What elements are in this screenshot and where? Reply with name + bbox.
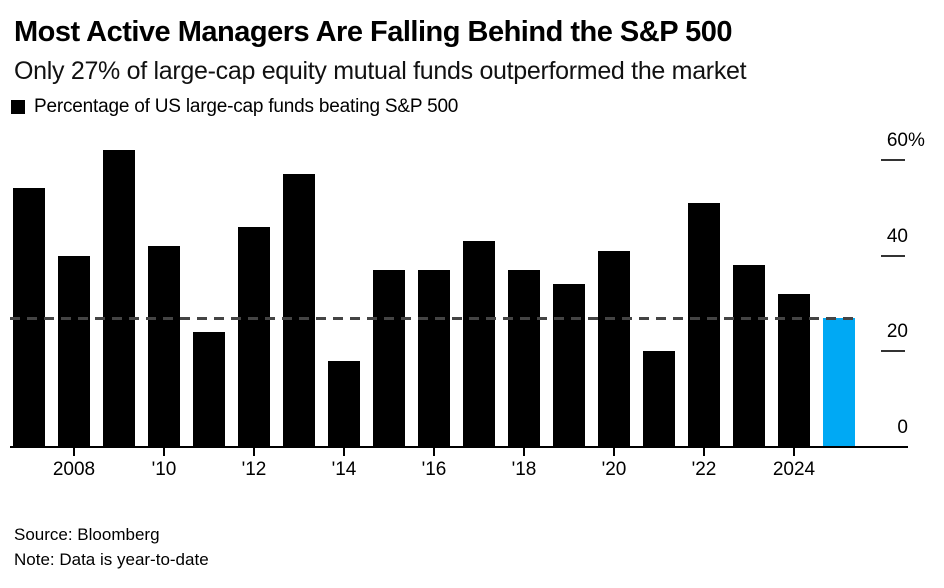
x-tick-label-2024: 2024	[772, 459, 816, 480]
bar-2008	[58, 255, 90, 447]
y-tick-label-60: 60%	[886, 129, 925, 151]
bar-2017	[463, 241, 495, 447]
x-tick-2016	[433, 448, 435, 456]
source-line: Source: Bloomberg	[14, 525, 160, 544]
x-tick-2012	[253, 448, 255, 456]
bar-2019	[553, 284, 585, 447]
x-tick-2024	[793, 448, 795, 456]
y-tick-60	[881, 158, 905, 161]
x-tick-label-2012: '12	[241, 459, 267, 480]
legend-swatch-icon	[11, 100, 25, 114]
x-tick-label-2014: '14	[331, 459, 357, 480]
bar-2013	[283, 174, 315, 447]
reference-line-27pct	[10, 316, 858, 320]
x-tick-label-2022: '22	[691, 459, 717, 480]
x-tick-label-2018: '18	[511, 459, 537, 480]
x-tick-label-2008: 2008	[52, 459, 96, 480]
bar-2025	[823, 317, 855, 447]
bar-2010	[148, 245, 180, 447]
bar-2009	[103, 150, 135, 447]
bar-2020	[598, 250, 630, 447]
x-tick-label-2010: '10	[151, 459, 177, 480]
bar-2015	[373, 269, 405, 447]
x-tick-2008	[73, 448, 75, 456]
bar-2011	[193, 332, 225, 447]
bar-2012	[238, 226, 270, 447]
x-tick-2014	[343, 448, 345, 456]
bar-2014	[328, 360, 360, 447]
x-tick-label-2016: '16	[421, 459, 447, 480]
x-tick-2010	[163, 448, 165, 456]
y-tick-20	[881, 350, 905, 353]
bar-2023	[733, 265, 765, 447]
x-tick-2020	[613, 448, 615, 456]
x-axis-line	[10, 446, 908, 448]
x-tick-label-2020: '20	[601, 459, 627, 480]
y-tick-40	[881, 254, 905, 257]
chart-subtitle: Only 27% of large-cap equity mutual fund…	[14, 57, 747, 85]
legend: Percentage of US large-cap funds beating…	[11, 96, 458, 118]
note-line: Note: Data is year-to-date	[14, 550, 209, 569]
y-tick-label-0: 0	[897, 417, 908, 438]
x-tick-2018	[523, 448, 525, 456]
legend-label: Percentage of US large-cap funds beating…	[34, 96, 459, 117]
bar-2016	[418, 269, 450, 447]
y-tick-label-20: 20	[886, 321, 908, 343]
x-tick-2022	[703, 448, 705, 456]
bar-2018	[508, 269, 540, 447]
chart-title: Most Active Managers Are Falling Behind …	[14, 16, 732, 48]
bar-2021	[643, 351, 675, 447]
bar-2022	[688, 202, 720, 447]
footer: Source: Bloomberg Note: Data is year-to-…	[14, 522, 209, 572]
y-tick-label-40: 40	[886, 225, 908, 247]
